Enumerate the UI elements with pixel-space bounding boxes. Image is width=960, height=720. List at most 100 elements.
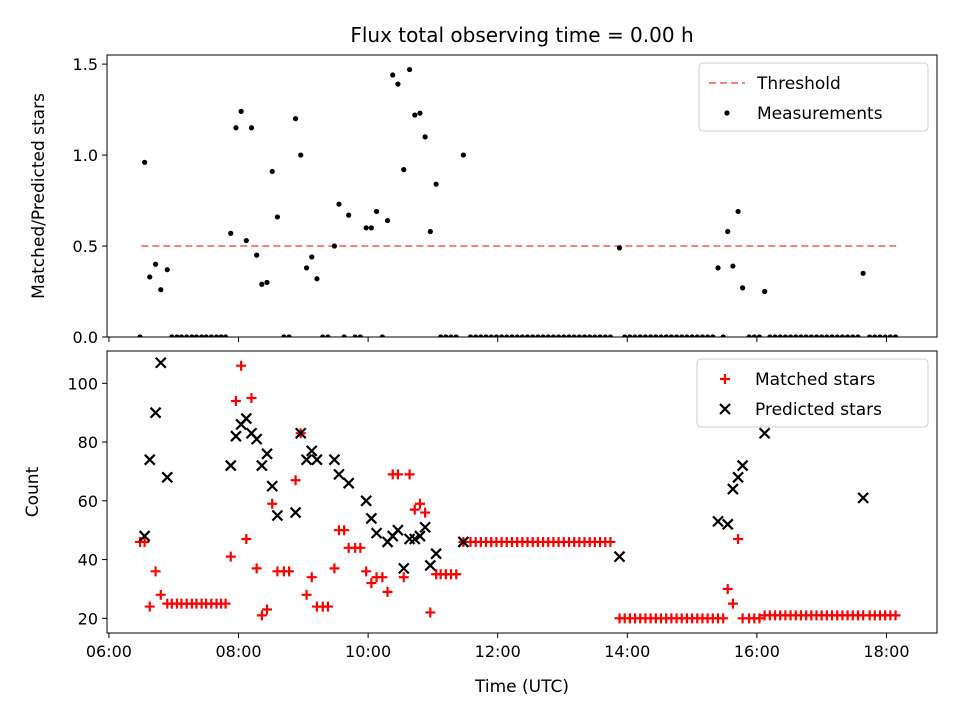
measurement-point <box>689 334 695 337</box>
predicted-star-point <box>392 524 404 536</box>
measurement-point <box>535 334 541 337</box>
legend-box <box>696 358 929 428</box>
measurement-point <box>158 287 164 293</box>
matched-star-point <box>366 578 377 589</box>
matched-star-point <box>284 566 295 577</box>
matched-star-point <box>306 572 317 583</box>
measurement-point <box>460 152 466 158</box>
predicted-star-point <box>289 506 302 519</box>
measurement-point <box>269 168 275 175</box>
x-tick-label: 08:00 <box>215 642 261 661</box>
measurement-point <box>292 116 299 122</box>
measurement-point <box>254 252 260 258</box>
measurement-point <box>504 334 510 337</box>
measurement-point <box>679 334 685 337</box>
predicted-star-point <box>736 459 749 472</box>
measurement-point <box>545 334 551 337</box>
predicted-star-point <box>712 515 724 528</box>
measurement-point <box>178 334 185 337</box>
measurement-point <box>653 334 659 337</box>
measurement-point <box>887 334 893 337</box>
y-tick-label: 0.5 <box>73 237 98 256</box>
measurement-point <box>433 181 439 187</box>
predicted-star-point <box>230 430 242 442</box>
measurement-point <box>320 334 326 337</box>
y-tick-label: 0.0 <box>73 328 98 347</box>
predicted-star-point <box>328 453 341 466</box>
x-tick-label: 14:00 <box>604 642 650 661</box>
matched-star-point <box>392 469 403 480</box>
y-tick-label: 100 <box>67 374 98 393</box>
measurement-point <box>566 334 572 337</box>
measurement-point <box>498 334 505 337</box>
predicted-star-point <box>857 492 869 504</box>
y-tick-label: 60 <box>78 492 98 511</box>
predicted-star-point <box>143 453 156 466</box>
predicted-star-point <box>370 527 383 539</box>
matched-star-point <box>355 542 366 553</box>
matched-star-point <box>139 536 150 547</box>
measurement-point <box>137 334 143 337</box>
predicted-star-point <box>758 427 771 440</box>
matched-star-point <box>425 607 436 618</box>
measurement-point <box>694 334 700 337</box>
matched-star-point <box>236 360 247 371</box>
predicted-star-point <box>360 495 372 507</box>
measurement-point <box>141 159 148 165</box>
measurement-point <box>550 334 557 337</box>
matched-star-point <box>155 589 166 600</box>
measurement-point <box>556 334 562 337</box>
predicted-star-point <box>224 459 237 472</box>
predicted-star-point <box>161 471 174 484</box>
matched-star-point <box>322 601 333 612</box>
measurement-point <box>169 334 175 337</box>
predicted-star-point <box>613 550 626 563</box>
measurement-point <box>331 243 338 249</box>
measurement-point <box>561 334 567 337</box>
measurement-point <box>509 334 515 337</box>
measurement-point <box>519 334 525 337</box>
measurement-point <box>819 334 825 337</box>
matched-star-point <box>420 507 431 518</box>
measurement-point <box>448 334 454 337</box>
predicted-star-point <box>294 427 307 440</box>
matched-star-point <box>150 566 161 577</box>
measurement-point <box>524 334 531 337</box>
measurement-point <box>453 334 459 337</box>
measurement-point <box>855 334 861 337</box>
x-tick-label: 18:00 <box>863 642 909 661</box>
measurement-point <box>597 334 603 337</box>
y-tick-label: 40 <box>78 551 98 570</box>
measurement-point <box>684 334 690 337</box>
predicted-star-point <box>149 406 162 419</box>
measurement-point <box>751 334 757 337</box>
measurement-point <box>787 334 794 337</box>
legend: Matched stars Predicted stars <box>696 358 929 428</box>
matched-star-point <box>404 469 415 480</box>
measurement-point <box>877 334 883 337</box>
measurement-point <box>238 108 244 114</box>
y-tick-label: 80 <box>78 433 98 452</box>
measurement-point <box>493 334 500 337</box>
x-axis-title: Time (UTC) <box>474 677 569 697</box>
legend-label: Matched stars <box>755 370 875 390</box>
measurement-point <box>264 279 270 286</box>
matched-star-point <box>382 586 393 597</box>
matched-star-point <box>718 613 729 624</box>
legend-box <box>698 62 929 132</box>
matched-star-point <box>451 569 462 580</box>
y-tick-label: 20 <box>78 609 98 628</box>
measurement-point <box>705 334 711 337</box>
measurement-point <box>233 125 239 131</box>
measurement-point <box>274 214 281 220</box>
measurement-point <box>867 334 873 337</box>
predicted-star-point <box>457 536 470 548</box>
measurement-point <box>803 334 809 337</box>
measurement-point <box>720 334 726 337</box>
measurement-point <box>218 334 224 337</box>
matched-star-point <box>361 566 372 577</box>
measurement-point <box>592 334 598 337</box>
matched-star-point <box>605 536 616 547</box>
measurement-point <box>286 334 292 337</box>
legend-matched-swatch <box>720 374 730 384</box>
